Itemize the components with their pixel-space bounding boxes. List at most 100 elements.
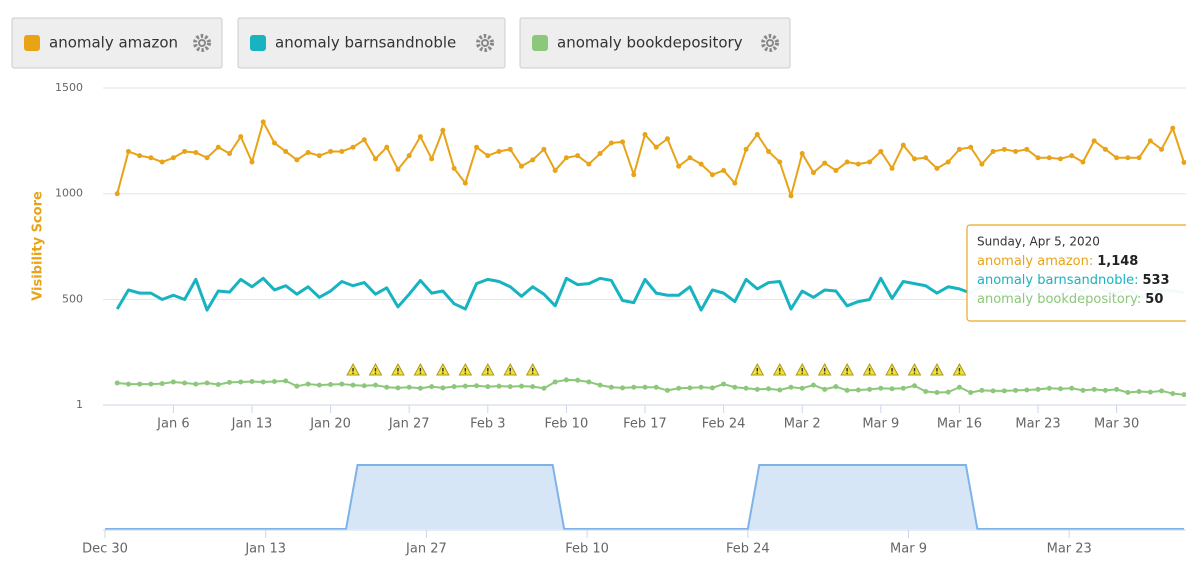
data-point <box>114 380 120 386</box>
data-point <box>1013 387 1019 393</box>
data-point <box>979 387 985 393</box>
series-line <box>116 120 1185 197</box>
tooltip-row: anomaly barnsandnoble: 533 <box>977 273 1170 288</box>
legend-button[interactable] <box>519 17 791 69</box>
navigator-tick-label: Feb 24 <box>726 542 770 557</box>
legend-swatch <box>24 35 40 51</box>
data-point <box>137 381 143 387</box>
data-point <box>193 149 199 155</box>
warning-dot <box>958 372 961 375</box>
legend-swatch <box>532 35 548 51</box>
data-point <box>1035 386 1041 392</box>
data-point <box>137 153 143 159</box>
data-point <box>1147 138 1153 144</box>
data-point <box>507 146 513 152</box>
data-point <box>541 146 547 152</box>
data-point <box>339 381 345 387</box>
anomaly-marker <box>346 362 360 376</box>
warning-dot <box>419 372 422 375</box>
data-point <box>923 388 929 394</box>
warning-dot <box>531 372 534 375</box>
data-point <box>159 159 165 165</box>
data-point <box>810 382 816 388</box>
data-point <box>451 165 457 171</box>
data-point <box>766 386 772 392</box>
data-point <box>642 132 648 138</box>
data-point <box>541 385 547 391</box>
anomaly-marker <box>480 362 495 376</box>
legend-item[interactable]: anomaly amazon <box>11 17 223 69</box>
data-point <box>754 386 760 392</box>
data-point <box>328 148 334 154</box>
data-point <box>1035 155 1041 161</box>
data-point <box>474 144 480 150</box>
legend-label: anomaly amazon <box>49 34 178 52</box>
gear-icon[interactable] <box>476 34 494 52</box>
data-point <box>361 137 367 143</box>
data-point <box>878 148 884 154</box>
data-point <box>1057 156 1063 162</box>
warning-dot <box>374 372 377 375</box>
warning-dot <box>486 372 489 375</box>
data-point <box>1080 387 1086 393</box>
data-point <box>990 388 996 394</box>
gear-icon-hole <box>200 41 204 45</box>
x-tick-label: Mar 30 <box>1094 417 1139 432</box>
data-point <box>721 381 727 387</box>
navigator-tick-label: Jan 13 <box>244 542 286 557</box>
x-tick-label: Jan 27 <box>388 417 430 432</box>
legend-label: anomaly bookdepository <box>557 34 743 52</box>
data-point <box>1024 387 1030 393</box>
legend-button[interactable] <box>11 17 223 69</box>
legend-button[interactable] <box>237 17 506 69</box>
data-point <box>732 180 738 186</box>
data-point <box>631 172 637 178</box>
legend-item[interactable]: anomaly barnsandnoble <box>237 17 506 69</box>
x-tick-label: Feb 24 <box>702 417 746 432</box>
anomaly-marker <box>750 362 765 376</box>
gear-icon[interactable] <box>193 34 211 52</box>
x-tick-label: Mar 23 <box>1015 417 1060 432</box>
navigator-tick-label: Feb 10 <box>565 542 609 557</box>
data-point <box>653 144 659 150</box>
data-point <box>563 155 569 161</box>
data-point <box>440 127 446 133</box>
data-point <box>530 157 536 163</box>
legend-item[interactable]: anomaly bookdepository <box>519 17 791 69</box>
data-point <box>429 384 435 390</box>
anomaly-marker <box>907 362 922 376</box>
data-point <box>889 165 895 171</box>
data-point <box>1136 155 1142 161</box>
gear-icon-hole <box>483 41 487 45</box>
x-tick-label: Feb 17 <box>623 417 667 432</box>
anomaly-marker <box>458 362 473 376</box>
data-point <box>1159 146 1165 152</box>
data-point <box>417 134 423 140</box>
data-point <box>148 381 154 387</box>
anomaly-marker <box>436 362 450 376</box>
data-point <box>1125 155 1131 161</box>
data-point <box>653 384 659 390</box>
data-point <box>867 159 873 165</box>
data-point <box>373 156 378 162</box>
data-point <box>563 377 569 383</box>
data-point <box>485 153 491 159</box>
data-point <box>777 159 783 165</box>
x-tick-label: Mar 16 <box>937 417 982 432</box>
data-point <box>912 156 917 162</box>
data-point <box>159 381 165 387</box>
tooltip-series: anomaly bookdepository: <box>977 292 1141 307</box>
data-point <box>170 155 176 161</box>
gear-icon[interactable] <box>761 34 779 52</box>
data-point <box>350 382 356 388</box>
data-point <box>575 377 581 383</box>
data-point <box>170 379 176 385</box>
data-point <box>855 161 861 167</box>
data-point <box>687 155 693 161</box>
anomaly-marker <box>840 362 854 376</box>
anomaly-marker <box>772 362 787 376</box>
data-point <box>687 385 693 391</box>
data-point <box>810 170 816 176</box>
data-point <box>1114 386 1120 392</box>
data-point <box>552 167 558 173</box>
